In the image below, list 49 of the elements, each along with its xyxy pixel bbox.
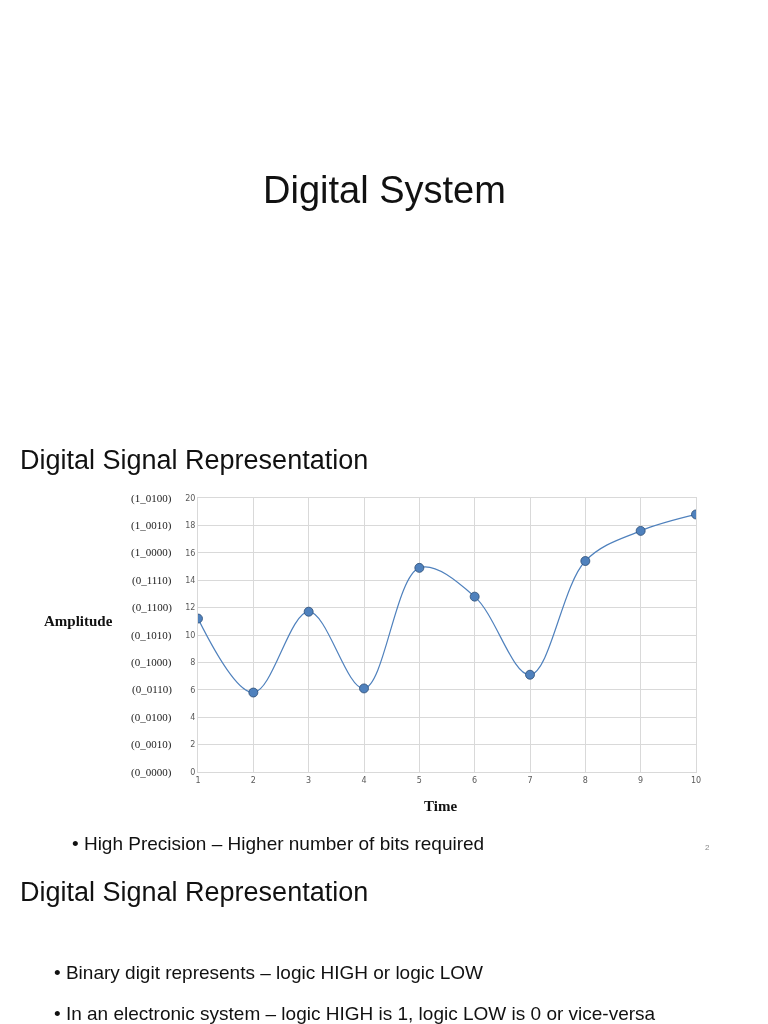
point (469, 591, 480, 602)
y-tick-label: 12 (185, 603, 196, 613)
x-tick-label: 10 (690, 775, 702, 785)
text: (0_1000) (131, 656, 172, 669)
y-tick-label: 14 (185, 576, 196, 585)
y-tick-label: 16 (185, 548, 196, 558)
chart-title: Digital System (263, 169, 506, 211)
x-tick-label: 3 (306, 775, 312, 785)
text: (1_0010) (131, 519, 172, 532)
text: (1_0000) (131, 546, 172, 559)
y-tick-label: 0 (190, 767, 196, 777)
text: (1_0100) (131, 492, 172, 505)
point (635, 525, 646, 536)
y-axis-title: Amplitude (44, 613, 113, 629)
x-axis-title: Time (424, 798, 458, 814)
x-tick-label: 1 (195, 775, 201, 785)
point (580, 556, 591, 566)
text: Digital Signal Representation (20, 877, 369, 907)
x-tick-label: 6 (472, 775, 478, 785)
y-tick-label: 20 (185, 493, 196, 503)
text: • Binary digit represents – logic HIGH or logic LOW (54, 962, 484, 983)
text: • In an electronic system – logic HIGH is 1, logic LOW is 0 or vice-versa (54, 1003, 656, 1024)
x-tick-label: 5 (416, 775, 422, 785)
point (525, 669, 535, 680)
x-tick-label: 4 (361, 775, 367, 785)
x-tick-label: 8 (582, 775, 588, 785)
point (359, 683, 369, 694)
y-tick-label: 2 (190, 740, 196, 750)
x-tick-label: 2 (250, 775, 256, 785)
y-tick-label: 18 (185, 521, 196, 531)
y-tick-label: 10 (185, 630, 196, 640)
point (303, 606, 314, 617)
y-tick-label: 6 (190, 685, 196, 695)
text: (0_1100) (132, 601, 173, 614)
y-tick-label: 8 (190, 658, 196, 668)
text: • High Precision – Higher number of bits required (72, 833, 485, 854)
text: (0_0100) (131, 711, 172, 724)
text: (0_0010) (131, 738, 172, 751)
text: (0_0000) (131, 766, 172, 779)
x-tick-label: 9 (638, 775, 644, 785)
point (248, 687, 259, 698)
chart-subtitle: Digital Signal Representation (20, 445, 369, 475)
y-tick-label: 4 (190, 713, 196, 722)
text: 2 (705, 843, 710, 852)
text: (0_1110) (132, 574, 172, 587)
x-tick-label: 7 (527, 775, 533, 785)
text: (0_1010) (131, 629, 172, 642)
point (414, 562, 425, 573)
text: (0_0110) (132, 683, 173, 696)
